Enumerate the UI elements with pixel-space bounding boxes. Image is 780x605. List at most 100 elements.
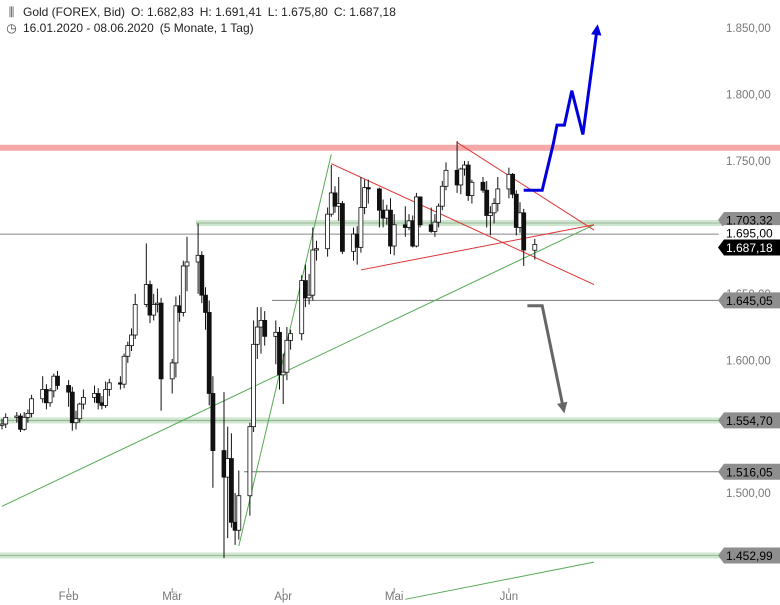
price-label: 1.516,05 — [718, 463, 780, 480]
y-tick-label: 1.750,00 — [726, 156, 771, 168]
price-label: 1.695,00 — [718, 225, 780, 242]
price-label: 1.645,05 — [718, 292, 780, 309]
candle-down — [302, 280, 308, 299]
candle-up — [491, 203, 497, 214]
candle-up — [254, 326, 260, 345]
candle-up — [280, 371, 286, 376]
candle-up — [436, 205, 442, 223]
candle-up — [284, 339, 290, 373]
trend-line — [405, 561, 595, 600]
candle-down — [332, 192, 338, 207]
open-value: O: 1.682,83 — [131, 5, 194, 19]
candle-down — [480, 181, 486, 191]
candle-up — [358, 207, 364, 248]
candle-down — [66, 385, 71, 393]
candle-up — [362, 187, 368, 208]
price-label: 1.452,99 — [718, 547, 780, 564]
date-range: 16.01.2020 - 08.06.2020 — [23, 21, 154, 35]
candle-up — [169, 362, 175, 380]
price-label: 1.687,18 — [718, 239, 780, 256]
price-label-text: 1.703,32 — [726, 214, 773, 228]
chart-header-range: ◷ 16.01.2020 - 08.06.2020 (5 Monate, 1 Tag… — [6, 21, 260, 35]
trend-line — [331, 163, 595, 286]
low-value: L: 1.675,80 — [267, 5, 328, 19]
price-label-text: 1.687,18 — [726, 241, 773, 255]
candle-up — [495, 188, 501, 204]
candle-up — [125, 345, 131, 357]
candle-down — [95, 393, 101, 404]
arrow-head-icon — [591, 24, 602, 36]
candle-up — [81, 397, 86, 405]
horizontal-levels — [0, 144, 780, 559]
candle-up — [299, 280, 305, 335]
trend-lines — [1, 142, 595, 600]
candle-up — [47, 390, 53, 404]
clock-icon: ◷ — [6, 21, 17, 35]
candle-down — [210, 393, 216, 451]
candle-up — [151, 304, 157, 316]
candle-up — [306, 294, 312, 299]
price-label-box — [718, 239, 780, 256]
candle-up — [129, 334, 134, 347]
trend-line — [456, 142, 595, 231]
candle-up — [288, 333, 294, 341]
candle-down — [55, 375, 60, 386]
price-labels: 1.703,321.695,001.687,18 1.645,05 1.554,70… — [718, 212, 780, 564]
candle-down — [228, 458, 234, 523]
candle-down — [262, 320, 268, 337]
candle-down — [513, 193, 519, 228]
candle-up — [532, 244, 538, 251]
instrument-name: Gold (FOREX, Bid) — [23, 5, 126, 19]
trend-line — [1, 224, 595, 507]
candle-down — [158, 302, 164, 380]
candle-down — [521, 212, 527, 251]
candle-up — [458, 168, 464, 186]
candle-up — [432, 221, 438, 232]
arrow-head-icon — [557, 401, 568, 414]
candle-down — [199, 254, 205, 296]
candle-up — [73, 418, 79, 424]
candle-down — [339, 203, 345, 252]
candle-up — [77, 403, 83, 420]
candle-up — [391, 224, 397, 247]
candle-down — [465, 164, 471, 196]
candles — [0, 141, 538, 559]
price-label: 1.703,32 — [718, 212, 780, 229]
y-axis: 1.500,001.600,001.650,001.750,001.800,00… — [726, 23, 771, 500]
candle-up — [325, 213, 331, 250]
x-tick-label: Mai — [385, 591, 404, 603]
candle-up — [180, 265, 186, 313]
candle-up — [247, 426, 253, 497]
candle-up — [469, 181, 475, 196]
resistance-zone — [0, 144, 780, 151]
x-tick-label: Mär — [162, 591, 182, 603]
price-label-box — [718, 225, 780, 242]
chart-header-ohlc: ⫼ Gold (FOREX, Bid) O: 1.682,83 H: 1.691,41… — [6, 5, 402, 20]
high-value: H: 1.691,41 — [199, 5, 262, 19]
price-label-box — [718, 547, 780, 564]
candle-up — [310, 249, 316, 296]
candle-up — [132, 304, 138, 336]
period-label: (5 Monate, 1 Tag) — [159, 21, 254, 35]
candle-up — [173, 305, 179, 364]
candle-up — [0, 423, 5, 426]
y-tick-label: 1.800,00 — [726, 90, 771, 102]
candle-down — [69, 391, 75, 424]
y-tick-label: 1.500,00 — [726, 488, 771, 500]
candle-up — [236, 495, 242, 531]
close-value: C: 1.687,18 — [333, 5, 396, 19]
candle-down — [484, 189, 490, 216]
candle-down — [147, 284, 153, 316]
scenario-arrow-line — [523, 33, 598, 192]
candle-up — [106, 382, 112, 390]
price-label-box — [718, 212, 780, 229]
candle-down — [365, 187, 371, 190]
candle-up — [29, 398, 35, 414]
scenario-arrows — [523, 24, 602, 414]
y-tick-label: 1.850,00 — [726, 23, 771, 35]
candle-up — [443, 169, 449, 187]
candle-up — [184, 261, 190, 267]
x-tick-label: Feb — [59, 591, 79, 603]
candle-down — [206, 312, 212, 394]
